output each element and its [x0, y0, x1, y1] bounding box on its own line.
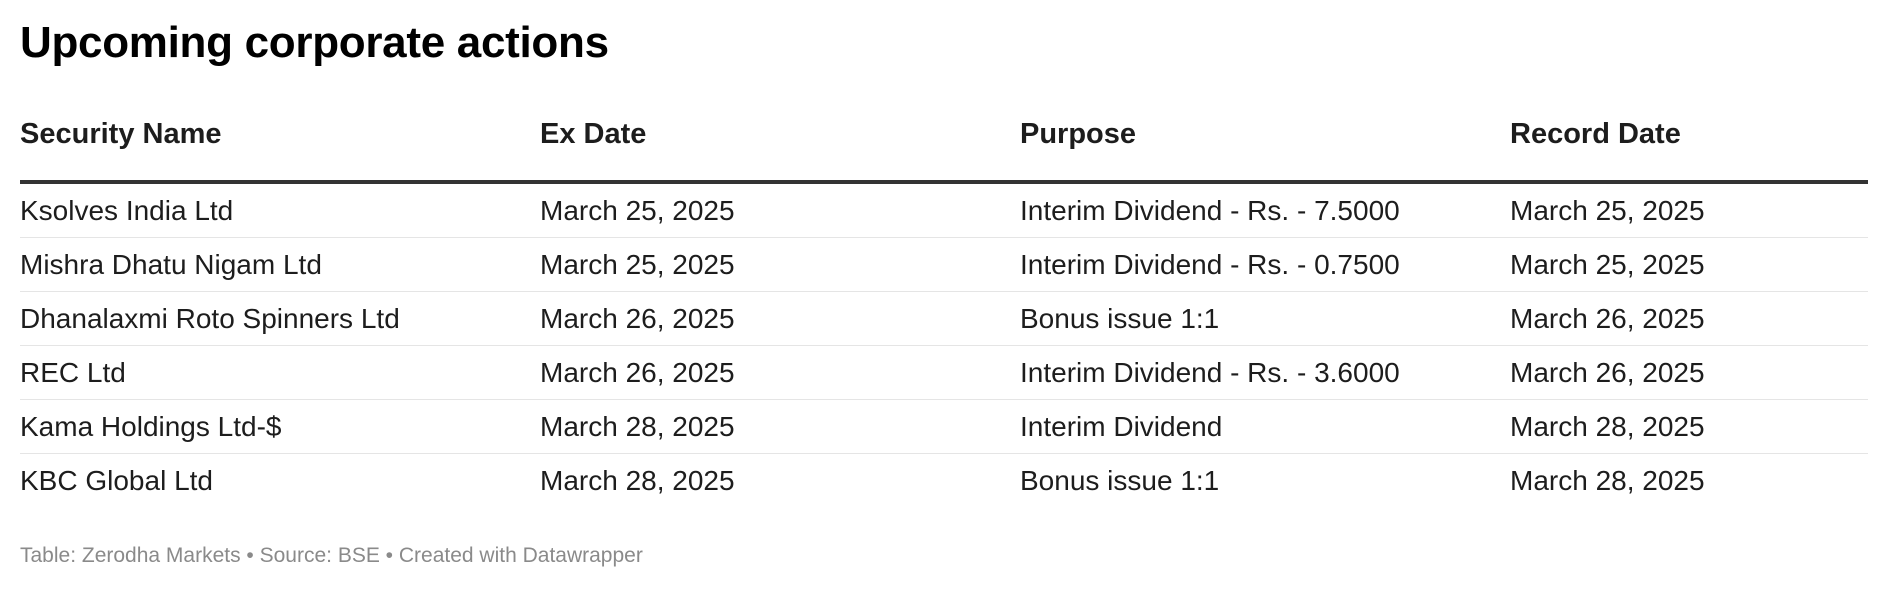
table-header: Security Name Ex Date Purpose Record Dat… — [20, 118, 1868, 184]
cell-record-date: March 25, 2025 — [1510, 182, 1868, 238]
cell-purpose: Interim Dividend - Rs. - 0.7500 — [1020, 237, 1510, 292]
cell-ex-date: March 25, 2025 — [540, 182, 1020, 238]
cell-record-date: March 28, 2025 — [1510, 464, 1705, 496]
column-header-record-date[interactable]: Record Date — [1510, 118, 1868, 184]
cell-security-name: KBC Global Ltd — [20, 464, 213, 496]
cell-ex-date: March 26, 2025 — [540, 291, 1020, 346]
table-header-row: Security Name Ex Date Purpose Record Dat… — [20, 118, 1868, 184]
cell-security-name: Dhanalaxmi Roto Spinners Ltd — [20, 291, 540, 346]
cell-purpose: Bonus issue 1:1 — [1020, 291, 1510, 346]
cell-purpose: Interim Dividend - Rs. - 7.5000 — [1020, 182, 1510, 238]
table-body: Ksolves India Ltd March 25, 2025 Interim… — [20, 182, 1868, 507]
table-row: REC Ltd March 26, 2025 Interim Dividend … — [20, 345, 1868, 400]
table-row: KBC Global Ltd March 28, 2025 Bonus issu… — [20, 454, 1868, 508]
table-row: Kama Holdings Ltd-$ March 28, 2025 Inter… — [20, 399, 1868, 454]
cell-record-date: March 28, 2025 — [1510, 399, 1868, 454]
cell-ex-date: March 25, 2025 — [540, 237, 1020, 292]
column-header-ex-date[interactable]: Ex Date — [540, 118, 1020, 184]
cell-purpose: Bonus issue 1:1 — [1020, 464, 1220, 496]
column-header-purpose[interactable]: Purpose — [1020, 118, 1510, 184]
table-row: Mishra Dhatu Nigam Ltd March 25, 2025 In… — [20, 237, 1868, 292]
cell-ex-date: March 28, 2025 — [540, 399, 1020, 454]
cell-purpose: Interim Dividend — [1020, 399, 1510, 454]
cell-security-name: REC Ltd — [20, 345, 540, 400]
cell-security-name: Kama Holdings Ltd-$ — [20, 399, 540, 454]
cell-security-name: Mishra Dhatu Nigam Ltd — [20, 237, 540, 292]
table-row: Dhanalaxmi Roto Spinners Ltd March 26, 2… — [20, 291, 1868, 346]
cell-record-date: March 26, 2025 — [1510, 345, 1868, 400]
cell-purpose: Interim Dividend - Rs. - 3.6000 — [1020, 345, 1510, 400]
corporate-actions-table: Security Name Ex Date Purpose Record Dat… — [20, 118, 1868, 507]
cell-record-date: March 25, 2025 — [1510, 237, 1868, 292]
chart-title: Upcoming corporate actions — [20, 18, 609, 67]
cell-ex-date: March 26, 2025 — [540, 345, 1020, 400]
cell-ex-date: March 28, 2025 — [540, 464, 735, 496]
cell-record-date: March 26, 2025 — [1510, 291, 1868, 346]
cell-security-name: Ksolves India Ltd — [20, 182, 540, 238]
source-footer: Table: Zerodha Markets • Source: BSE • C… — [20, 544, 643, 567]
table-row: Ksolves India Ltd March 25, 2025 Interim… — [20, 182, 1868, 238]
column-header-security-name[interactable]: Security Name — [20, 118, 540, 184]
